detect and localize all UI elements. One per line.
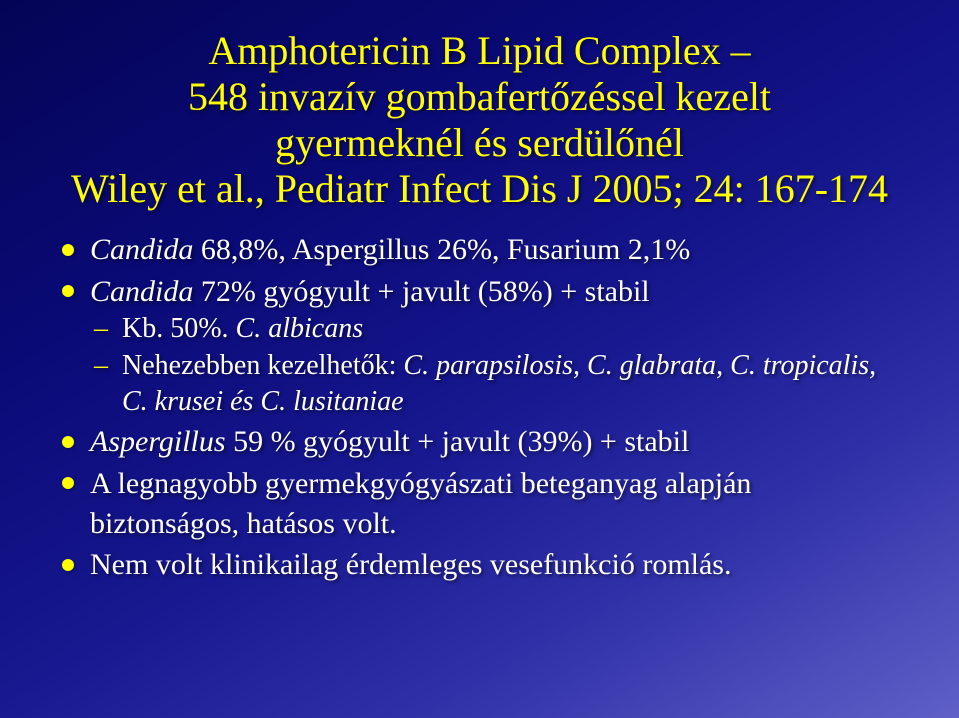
bullet-item: Candida 72% gyógyult + javult (58%) + st…: [56, 272, 903, 421]
slide-title: Amphotericin B Lipid Complex – 548 invaz…: [56, 28, 903, 212]
bullet-prefix: Candida: [90, 275, 193, 308]
bullet-text: 68,8%, Aspergillus 26%, Fusarium 2,1%: [193, 233, 690, 266]
bullet-text: Nem volt klinikailag érdemleges vesefunk…: [90, 548, 731, 581]
sub-item: Nehezebben kezelhetők: C. parapsilosis, …: [90, 348, 903, 421]
sub-italic: C. albicans: [236, 313, 364, 344]
title-line-3: gyermeknél és serdülőnél: [56, 120, 903, 166]
bullet-prefix: Aspergillus: [90, 425, 226, 458]
slide: Amphotericin B Lipid Complex – 548 invaz…: [0, 0, 959, 718]
bullet-item: Nem volt klinikailag érdemleges vesefunk…: [56, 545, 903, 585]
bullet-text: A legnagyobb gyermekgyógyászati betegany…: [90, 467, 751, 540]
title-line-4: Wiley et al., Pediatr Infect Dis J 2005;…: [56, 166, 903, 212]
sub-plain: Nehezebben kezelhetők:: [122, 350, 403, 381]
bullet-list: Candida 68,8%, Aspergillus 26%, Fusarium…: [56, 230, 903, 585]
bullet-item: A legnagyobb gyermekgyógyászati betegany…: [56, 464, 903, 543]
sub-plain: Kb. 50%.: [122, 313, 236, 344]
title-line-1: Amphotericin B Lipid Complex –: [56, 28, 903, 74]
sub-item: Kb. 50%. C. albicans: [90, 311, 903, 347]
bullet-item: Aspergillus 59 % gyógyult + javult (39%)…: [56, 422, 903, 462]
bullet-text: 59 % gyógyult + javult (39%) + stabil: [226, 425, 690, 458]
bullet-item: Candida 68,8%, Aspergillus 26%, Fusarium…: [56, 230, 903, 270]
bullet-prefix: Candida: [90, 233, 193, 266]
title-line-2: 548 invazív gombafertőzéssel kezelt: [56, 74, 903, 120]
bullet-text: 72% gyógyult + javult (58%) + stabil: [193, 275, 649, 308]
sub-list: Kb. 50%. C. albicans Nehezebben kezelhet…: [90, 311, 903, 420]
